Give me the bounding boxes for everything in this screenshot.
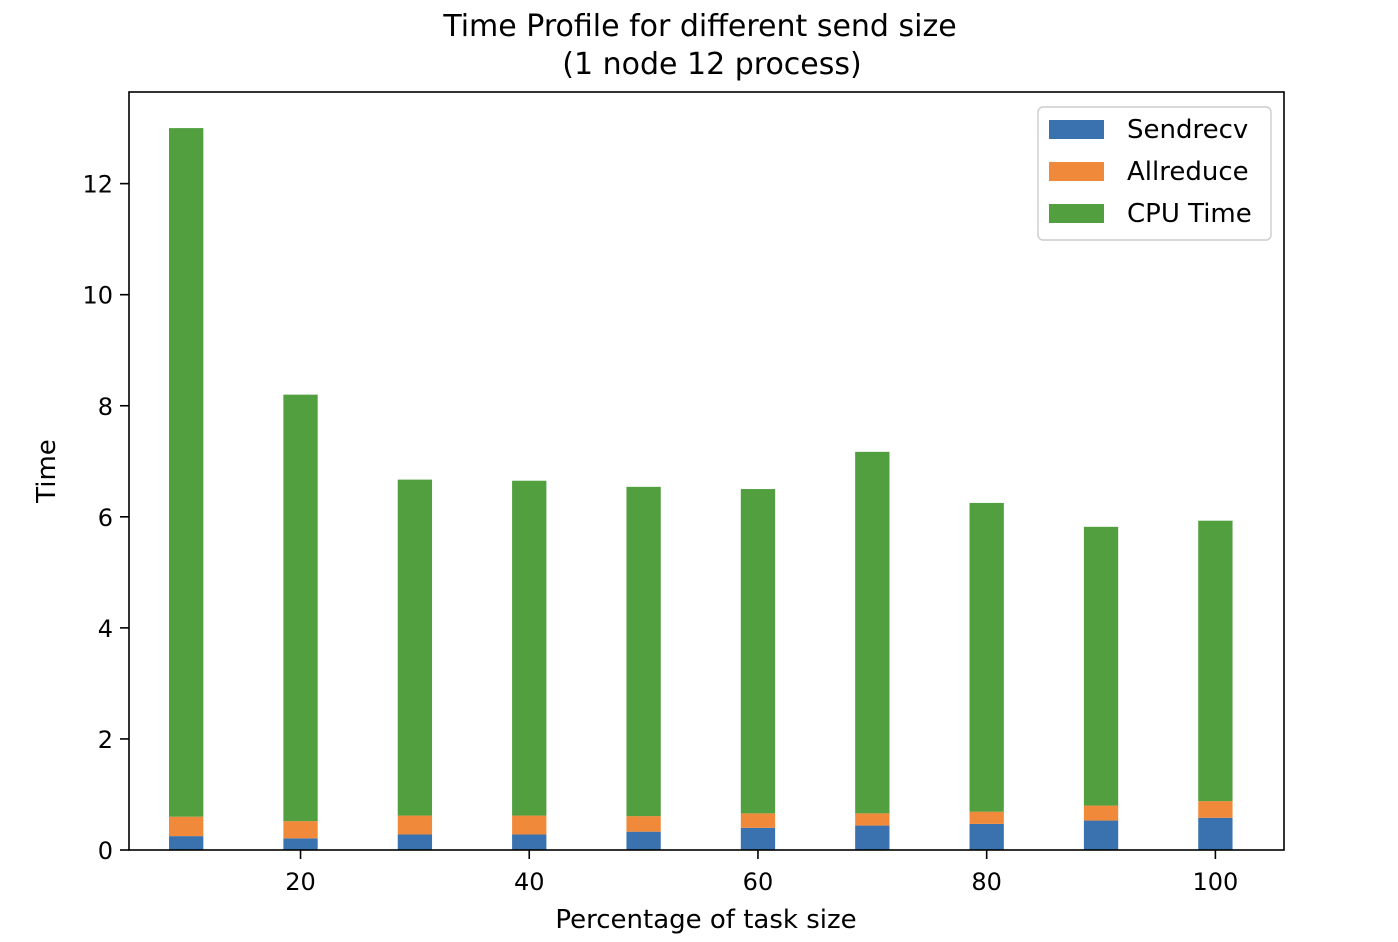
- x-axis-label: Percentage of task size: [555, 905, 856, 935]
- y-tick-label-12: 12: [82, 171, 113, 199]
- x-tick-label-80: 80: [971, 868, 1002, 896]
- bar-allreduce-50: [626, 816, 661, 832]
- bar-sendrecv-90: [1083, 820, 1119, 850]
- bar-allreduce-100: [1198, 801, 1233, 818]
- x-tick-label-40: 40: [514, 868, 545, 896]
- bar-allreduce-60: [740, 813, 776, 828]
- bar-sendrecv-40: [512, 834, 547, 850]
- bar-sendrecv-70: [855, 825, 890, 850]
- bar-cpu-time-90: [1083, 526, 1119, 806]
- legend-label-sendrecv: Sendrecv: [1127, 115, 1248, 145]
- bar-allreduce-10: [169, 816, 204, 837]
- bar-cpu-time-100: [1198, 520, 1233, 802]
- bar-sendrecv-100: [1198, 817, 1233, 850]
- legend-swatch-cpu-time: [1049, 204, 1104, 223]
- bar-allreduce-90: [1083, 805, 1119, 821]
- chart-title: Time Profile for different send size: [442, 9, 956, 44]
- bar-cpu-time-20: [283, 394, 318, 822]
- chart-subtitle: (1 node 12 process): [562, 47, 861, 82]
- bar-cpu-time-40: [512, 480, 547, 816]
- x-axis-ticks: 20 40 60 80 100: [285, 850, 1238, 896]
- y-tick-label-6: 6: [98, 504, 113, 532]
- bar-cpu-time-80: [969, 502, 1004, 812]
- bar-allreduce-20: [283, 821, 318, 839]
- bar-cpu-time-70: [855, 451, 890, 814]
- y-axis-ticks: 0 2 4 6 8 10 12: [82, 171, 129, 865]
- bar-allreduce-30: [397, 815, 433, 835]
- y-tick-label-8: 8: [98, 393, 113, 421]
- bar-sendrecv-10: [169, 836, 204, 850]
- y-tick-label-4: 4: [98, 615, 113, 643]
- bar-allreduce-70: [855, 813, 890, 826]
- y-tick-label-0: 0: [98, 837, 113, 865]
- legend-label-allreduce: Allreduce: [1127, 157, 1249, 187]
- bar-cpu-time-60: [740, 489, 776, 814]
- y-tick-label-10: 10: [82, 282, 113, 310]
- bar-allreduce-80: [969, 811, 1004, 824]
- x-tick-label-100: 100: [1192, 868, 1238, 896]
- plot-frame: [128, 91, 1285, 851]
- legend: Sendrecv Allreduce CPU Time: [1037, 106, 1272, 241]
- bar-allreduce-40: [512, 815, 547, 835]
- bars-group: [169, 128, 1233, 850]
- bar-sendrecv-60: [740, 827, 776, 850]
- x-tick-label-60: 60: [743, 868, 774, 896]
- bar-sendrecv-20: [283, 838, 318, 850]
- y-axis-label: Time: [32, 439, 62, 504]
- y-tick-label-2: 2: [98, 726, 113, 754]
- bar-cpu-time-30: [397, 479, 433, 816]
- legend-label-cpu-time: CPU Time: [1127, 199, 1252, 229]
- x-tick-label-20: 20: [285, 868, 316, 896]
- legend-swatch-sendrecv: [1049, 120, 1104, 139]
- bar-sendrecv-50: [626, 831, 661, 850]
- bar-cpu-time-10: [169, 128, 204, 817]
- bar-sendrecv-80: [969, 823, 1004, 850]
- bar-sendrecv-30: [397, 834, 433, 850]
- bar-cpu-time-50: [626, 486, 661, 817]
- legend-swatch-allreduce: [1049, 162, 1104, 181]
